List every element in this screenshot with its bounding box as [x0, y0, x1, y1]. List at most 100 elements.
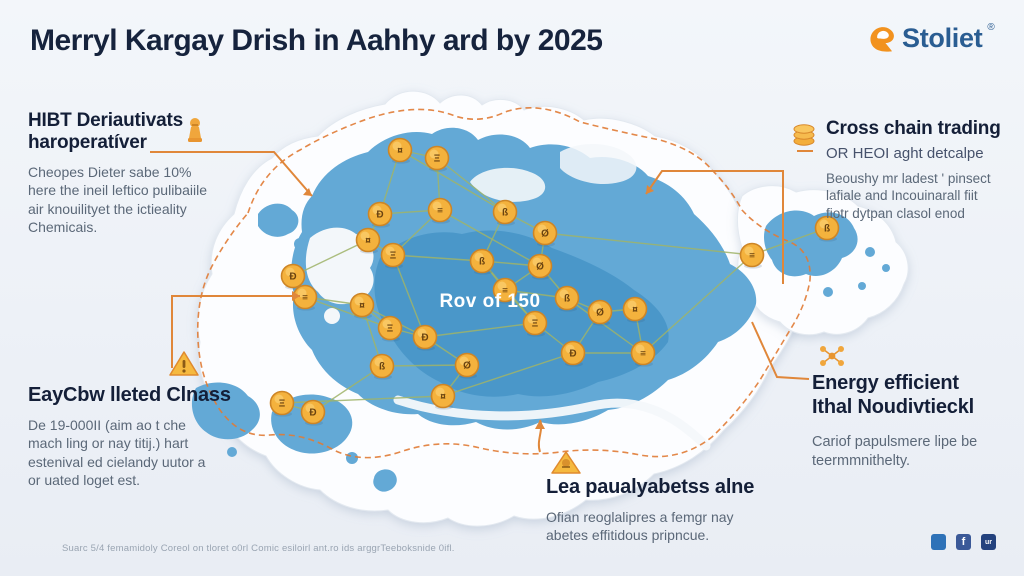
lake [305, 227, 374, 305]
svg-text:Ξ: Ξ [532, 319, 539, 330]
linkedin-icon[interactable]: ur [981, 534, 996, 550]
map-edge-line [304, 296, 391, 329]
map-edge-line [399, 149, 506, 213]
map-edge-line [544, 232, 753, 256]
map-node: ¤ [355, 227, 381, 254]
svg-text:≡: ≡ [640, 349, 646, 360]
map-node: ß [492, 199, 518, 226]
island [882, 264, 890, 272]
svg-text:¤: ¤ [440, 392, 446, 403]
connector-arrowheads [292, 185, 654, 429]
svg-text:≡: ≡ [749, 251, 755, 262]
island [294, 238, 306, 250]
blue-square-icon[interactable] [931, 534, 946, 550]
svg-text:≡: ≡ [502, 286, 508, 297]
svg-text:Ð: Ð [569, 349, 576, 360]
map-edge-line [439, 209, 541, 267]
svg-text:Ø: Ø [536, 262, 544, 273]
facebook-icon[interactable]: f [956, 534, 971, 550]
island [258, 203, 299, 237]
river-ribbon [393, 395, 711, 451]
social-bar: f ur [931, 534, 996, 550]
map-node: Ξ [522, 310, 548, 337]
map-node: ß [469, 248, 495, 275]
block-heading: Cross chain trading [826, 118, 1001, 139]
brand-logo: Stoliet ® [864, 20, 995, 56]
island [346, 452, 358, 464]
svg-text:Ξ: Ξ [387, 324, 394, 335]
map-edge-line [442, 352, 574, 397]
map-center-label: Rov of 150 [439, 291, 540, 312]
map-edge-line [642, 254, 753, 354]
connector-energy [751, 321, 810, 380]
svg-text:Ð: Ð [376, 210, 383, 221]
block-heading: Energy efficient Ithal Noudivtieckl [812, 372, 974, 418]
lake [560, 143, 637, 185]
map-edge-line [312, 365, 383, 413]
block-subheading: OR HEOI aght detcalpe [826, 145, 984, 163]
map-node: Ð [412, 324, 438, 351]
svg-text:Ξ: Ξ [279, 399, 286, 410]
svg-text:Ð: Ð [289, 272, 296, 283]
info-block-energy: Energy efficient Ithal Noudivtieckl Cari… [812, 372, 1017, 471]
connector-bottom-left [171, 295, 300, 368]
map-edge-line [566, 297, 644, 354]
map-node: ≡ [292, 284, 318, 311]
info-block-listed-class: EayCbw lleted Clnass De 19-000II (aim ao… [28, 384, 278, 489]
block-body: Beoushy mr ladest ' pinsect lafiale and … [826, 170, 991, 222]
svg-text:¤: ¤ [632, 305, 638, 316]
svg-text:ß: ß [502, 208, 508, 219]
info-block-royalties: Lea paualyabetss alne Ofian reoglalipres… [546, 476, 796, 545]
map-edge-line [392, 254, 483, 262]
island [865, 247, 875, 257]
svg-text:ß: ß [479, 257, 485, 268]
svg-text:¤: ¤ [365, 236, 371, 247]
svg-text:Ø: Ø [463, 361, 471, 372]
svg-text:¤: ¤ [397, 146, 403, 157]
svg-text:ß: ß [379, 362, 385, 373]
map-node: Ð [280, 263, 306, 290]
block-heading: HIBT Deriautivats haroperatíver [28, 110, 183, 154]
svg-text:Ξ: Ξ [390, 251, 397, 262]
block-body: Cariof papulsmere lipe be teermmnithelty… [812, 434, 978, 470]
map-node: ≡ [630, 340, 656, 367]
block-heading: EayCbw lleted Clnass [28, 384, 231, 406]
map-node: ≡ [427, 197, 453, 224]
svg-text:Ξ: Ξ [434, 154, 441, 165]
connector-top-right [645, 170, 784, 284]
map-node: Ø [527, 253, 553, 280]
svg-text:Ø: Ø [541, 229, 549, 240]
map-edge-line [436, 157, 506, 213]
map-node: Ξ [424, 145, 450, 172]
map-node: Ξ [269, 390, 295, 417]
info-block-derivatives: HIBT Deriautivats haroperatíver Cheopes … [28, 110, 268, 237]
connector-top-left [150, 151, 313, 197]
map-node: ß [814, 215, 840, 242]
island [373, 469, 397, 492]
island [823, 287, 833, 297]
network-nodes: ¤ Ξ Ð ≡ ß Ø ¤ Ξ Ð ≡ ß Ø ¤ Ξ Ð ≡ ß Ø ¤ Ξ Ð ≡ ß Ø ¤ Ξ Ð ≡ ß [269, 137, 840, 426]
registered-mark: ® [987, 22, 995, 33]
page-title: Merryl Kargay Drish in Aahhy ard by 2025 [30, 24, 603, 57]
swoosh-r-icon [870, 27, 894, 52]
map-node: Ð [300, 399, 326, 426]
map-edge-line [751, 227, 828, 256]
map-node: ≡ [739, 242, 765, 269]
map-node: Ξ [380, 242, 406, 269]
svg-text:ß: ß [564, 294, 570, 305]
info-block-cross-chain: Cross chain trading OR HEOI aght detcalp… [826, 118, 1021, 223]
map-node: ¤ [622, 296, 648, 323]
svg-text:Ð: Ð [309, 408, 316, 419]
map-node: ≡ [492, 277, 518, 304]
callout-connectors [150, 150, 813, 453]
block-body: De 19-000II (aim ao t che mach ling or n… [28, 416, 206, 488]
map-node: ¤ [387, 137, 413, 164]
svg-text:Ø: Ø [596, 308, 604, 319]
map-node: ¤ [349, 292, 375, 319]
map-node: ß [554, 285, 580, 312]
block-heading: Lea paualyabetss alne [546, 476, 755, 498]
inner-sea [374, 230, 669, 397]
brand-logo-text: Stoliet [902, 23, 983, 53]
svg-text:≡: ≡ [302, 293, 308, 304]
